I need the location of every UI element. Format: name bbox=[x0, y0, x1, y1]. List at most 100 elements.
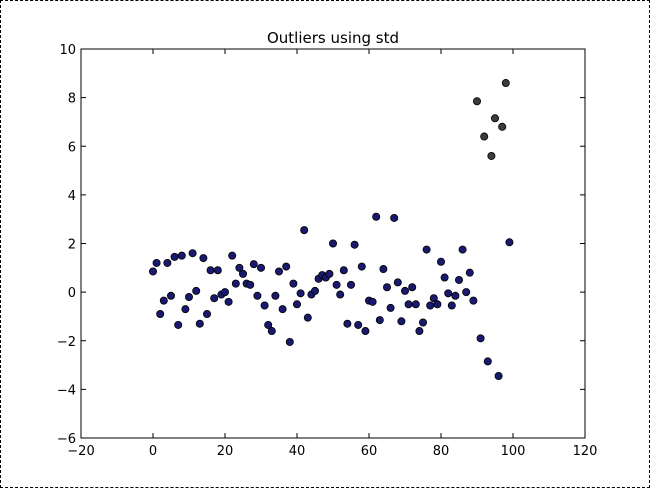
data-point bbox=[469, 296, 478, 305]
data-point bbox=[386, 303, 395, 312]
data-point bbox=[264, 320, 273, 329]
data-point bbox=[447, 301, 456, 310]
data-point bbox=[285, 337, 294, 346]
data-point bbox=[415, 327, 424, 336]
data-point bbox=[163, 258, 172, 267]
data-point bbox=[397, 317, 406, 326]
data-point bbox=[325, 269, 334, 278]
y-tick-label: 8 bbox=[68, 92, 76, 107]
data-point bbox=[156, 310, 165, 319]
y-tick-label: −4 bbox=[57, 383, 76, 398]
data-point bbox=[436, 257, 445, 266]
data-point bbox=[332, 280, 341, 289]
data-point bbox=[336, 290, 345, 299]
x-tick-label: −20 bbox=[67, 444, 94, 459]
outlier-point bbox=[487, 151, 496, 160]
outlier-point bbox=[472, 97, 481, 106]
data-point bbox=[328, 239, 337, 248]
outlier-point bbox=[490, 114, 499, 123]
data-point bbox=[404, 300, 413, 309]
data-point bbox=[462, 288, 471, 297]
data-point bbox=[260, 301, 269, 310]
x-tick-label: 20 bbox=[217, 444, 234, 459]
data-point bbox=[195, 319, 204, 328]
data-point bbox=[339, 266, 348, 275]
data-point bbox=[253, 291, 262, 300]
data-point bbox=[375, 316, 384, 325]
data-point bbox=[379, 265, 388, 274]
y-tick-label: 10 bbox=[59, 43, 76, 58]
data-point bbox=[249, 260, 258, 269]
data-point bbox=[494, 372, 503, 381]
y-tick-label: −2 bbox=[57, 335, 76, 350]
data-point bbox=[152, 258, 161, 267]
data-point bbox=[400, 286, 409, 295]
data-point bbox=[292, 300, 301, 309]
data-point bbox=[231, 279, 240, 288]
y-tick-label: 6 bbox=[68, 140, 76, 155]
y-tick-label: 0 bbox=[68, 286, 76, 301]
data-point bbox=[159, 296, 168, 305]
outlier-point bbox=[480, 132, 489, 141]
data-point bbox=[458, 245, 467, 254]
data-point bbox=[440, 273, 449, 282]
data-point bbox=[444, 289, 453, 298]
data-point bbox=[303, 313, 312, 322]
data-point bbox=[346, 280, 355, 289]
data-point bbox=[368, 297, 377, 306]
data-point bbox=[418, 318, 427, 327]
data-point bbox=[256, 263, 265, 272]
scatter-points bbox=[148, 79, 514, 381]
data-point bbox=[408, 283, 417, 292]
data-point bbox=[278, 305, 287, 314]
data-point bbox=[357, 262, 366, 271]
data-point bbox=[267, 327, 276, 336]
chart-title: Outliers using std bbox=[267, 29, 399, 47]
data-point bbox=[220, 288, 229, 297]
data-point bbox=[361, 327, 370, 336]
data-point bbox=[213, 266, 222, 275]
data-point bbox=[451, 291, 460, 300]
data-point bbox=[426, 301, 435, 310]
data-point bbox=[354, 320, 363, 329]
data-point bbox=[454, 275, 463, 284]
data-point bbox=[170, 252, 179, 261]
data-point bbox=[483, 357, 492, 366]
data-point bbox=[350, 240, 359, 249]
outlier-point bbox=[498, 122, 507, 131]
data-point bbox=[372, 212, 381, 221]
x-tick-label: 80 bbox=[433, 444, 450, 459]
data-point bbox=[238, 269, 247, 278]
data-point bbox=[235, 263, 244, 272]
x-tick-label: 120 bbox=[573, 444, 598, 459]
data-point bbox=[429, 294, 438, 303]
data-point bbox=[246, 280, 255, 289]
data-point bbox=[188, 249, 197, 258]
data-point bbox=[465, 268, 474, 277]
data-point bbox=[177, 251, 186, 260]
data-point bbox=[228, 251, 237, 260]
y-tick-label: 4 bbox=[68, 189, 76, 204]
data-point bbox=[274, 267, 283, 276]
data-point bbox=[300, 226, 309, 235]
data-point bbox=[310, 286, 319, 295]
data-point bbox=[206, 266, 215, 275]
x-tick-label: 40 bbox=[289, 444, 306, 459]
data-point bbox=[382, 283, 391, 292]
x-tick-label: 0 bbox=[149, 444, 157, 459]
data-point bbox=[390, 213, 399, 222]
data-point bbox=[411, 300, 420, 309]
data-point bbox=[505, 238, 514, 247]
data-point bbox=[210, 294, 219, 303]
x-tick-label: 60 bbox=[361, 444, 378, 459]
data-point bbox=[148, 267, 157, 276]
data-point bbox=[184, 292, 193, 301]
data-point bbox=[433, 300, 442, 309]
data-point bbox=[174, 320, 183, 329]
y-tick-label: −6 bbox=[57, 432, 76, 447]
data-point bbox=[422, 245, 431, 254]
data-point bbox=[199, 254, 208, 263]
data-point bbox=[192, 286, 201, 295]
data-point bbox=[271, 291, 280, 300]
